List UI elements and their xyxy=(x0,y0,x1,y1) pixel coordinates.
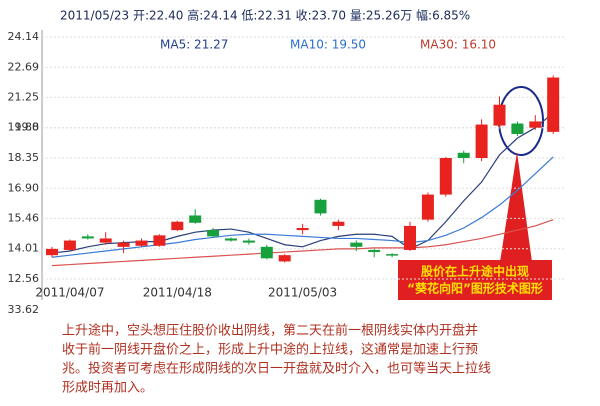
candle-body xyxy=(46,248,58,256)
candle-body xyxy=(278,255,291,262)
candle-body xyxy=(457,152,470,158)
ma-label: MA30: 16.10 xyxy=(420,38,496,52)
candle-body xyxy=(332,221,345,226)
y-tick-label: 19.80 xyxy=(8,121,40,134)
description-line: 兆。投资者可考虑在形成阴线的次日一开盘就及时介入，也可等当天上拉线 xyxy=(62,361,491,377)
candle-body xyxy=(63,240,76,250)
description-line: 形成时再加入。 xyxy=(62,381,153,396)
y-tick-label: 16.90 xyxy=(8,181,40,194)
candle-body xyxy=(117,242,130,247)
callout-arrow xyxy=(500,152,532,262)
candle-body xyxy=(81,236,94,239)
callout-box xyxy=(398,260,552,300)
ma-line xyxy=(51,219,554,267)
ma-label: MA10: 19.50 xyxy=(290,38,366,52)
y-tick-label: 14.01 xyxy=(8,242,40,255)
callout-text: 股价在上升途中出现 xyxy=(421,264,529,279)
candle-body xyxy=(511,123,524,134)
candle-body xyxy=(296,228,309,231)
candle-body xyxy=(260,246,273,259)
candle-body xyxy=(350,242,363,247)
description-line: 收于前一阴线开盘价之上，形成上升中途的上拉线，这通常是加速上行预 xyxy=(62,342,478,358)
y-tick-label: 21.25 xyxy=(8,90,40,103)
y-tick-label: 12.56 xyxy=(8,272,40,285)
y-tick-label: 15.46 xyxy=(8,211,40,224)
ma-line xyxy=(51,156,554,258)
ma-label: MA5: 21.27 xyxy=(160,38,228,52)
y-tick-label: 22.69 xyxy=(8,60,40,73)
candle-body xyxy=(242,240,255,243)
candle-body xyxy=(404,225,416,250)
candle-body xyxy=(368,249,381,253)
candle-body xyxy=(475,124,488,158)
volume-axis-label: 33.62 xyxy=(8,303,40,316)
candle-body xyxy=(439,158,452,195)
candle-body xyxy=(529,121,542,128)
x-tick-label: 2011/05/03 xyxy=(268,286,337,300)
header: 2011/05/23 开:22.40 高:24.14 低:22.31 收:23.… xyxy=(60,8,470,23)
candle-body xyxy=(189,215,202,223)
y-tick-label: 18.35 xyxy=(8,151,40,164)
x-tick-label: 2011/04/18 xyxy=(143,286,212,300)
candle-body xyxy=(171,221,184,231)
y-tick-label: 19.8 xyxy=(15,121,40,134)
candle-body xyxy=(493,104,506,126)
candle-body xyxy=(386,254,399,256)
candle-body xyxy=(421,194,434,220)
x-tick-label: 2011/04/07 xyxy=(35,286,104,300)
candle-body xyxy=(225,238,237,241)
candle-body xyxy=(207,230,220,237)
candle-body xyxy=(153,235,166,246)
candle-body xyxy=(99,238,112,243)
callout-text: “葵花向阳”图形技术图形 xyxy=(407,281,543,296)
candle-body xyxy=(314,199,327,214)
candle-body xyxy=(547,77,560,132)
y-tick-label: 24.14 xyxy=(8,30,40,43)
description-line: 上升途中，空头想压住股价收出阴线，第二天在前一根阴线实体内开盘并 xyxy=(62,323,478,339)
candle-body xyxy=(135,240,148,246)
